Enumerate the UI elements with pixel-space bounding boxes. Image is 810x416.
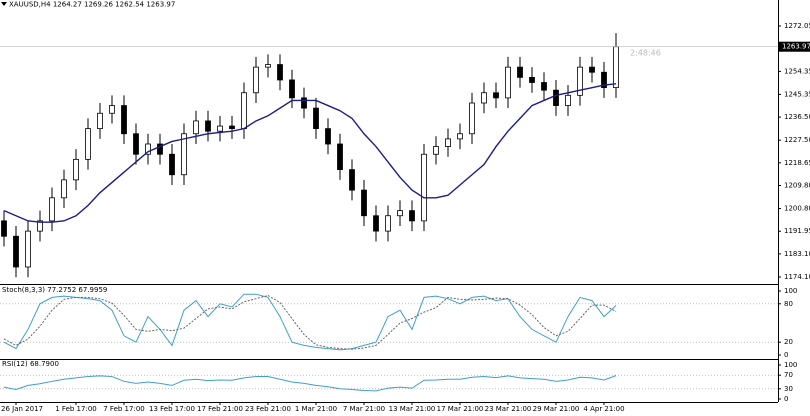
candle-body [301,97,307,109]
countdown: 2:48:46 [630,49,661,58]
menu-triangle [1,2,7,6]
time-label: 1 Mar 21:00 [295,405,337,413]
candle-body [613,46,619,89]
candle-body [289,79,295,99]
candle-body [169,153,175,176]
time-label: 7 Mar 21:00 [343,405,385,413]
candle-body [433,146,439,155]
candle-body [253,66,259,94]
candle-body [1,220,7,237]
y-tick-label: 0 [784,351,788,359]
candle-body [601,71,607,89]
candle-body [25,230,31,268]
y-tick-label: 1183.10 [784,250,810,258]
time-label: 23 Feb 21:00 [245,405,291,413]
indicator-line [3,83,617,223]
candle-body [421,153,427,222]
y-tick-label: 100 [784,287,797,295]
y-tick-label: 1218.65 [784,159,810,167]
candle-body [541,82,547,91]
indicator-line [3,293,617,351]
time-label: 7 Feb 17:00 [103,405,144,413]
candle-body [37,220,43,232]
y-tick-label: 0 [784,395,788,403]
candle-body [157,143,163,155]
candle-body [325,128,331,145]
candle-body [409,210,415,222]
y-tick-label: 70 [784,371,793,379]
candle-body [313,107,319,130]
y-tick-label: 100 [784,361,797,369]
indicator-line [3,375,617,392]
candle-body [61,179,67,199]
y-tick-label: 1227.50 [784,136,810,144]
candle-body [361,189,367,217]
y-tick-label: 1191.95 [784,227,810,235]
y-tick-label: 30 [784,385,793,393]
indicator-title: Stoch(8,3,3) 77.2752 67.9959 [2,286,107,294]
candle-body [517,66,523,78]
candle-body [553,89,559,106]
candle-body [265,64,271,68]
candle-body [481,92,487,104]
candle-body [121,105,127,135]
time-label: 29 Mar 21:00 [533,405,580,413]
candle-body [145,143,151,155]
candle-body [193,120,199,135]
y-tick-label: 1209.80 [784,182,810,190]
candle-body [229,125,235,130]
candle-body [85,128,91,160]
candle-body [241,92,247,130]
candle-body [529,76,535,83]
candle-body [109,105,115,114]
symbol-title: XAUUSD,H4 1264.27 1269.26 1262.54 1263.9… [9,1,175,9]
candle-body [181,133,187,176]
candle-body [493,92,499,99]
y-tick-label: 80 [784,300,793,308]
y-tick-label: 1236.50 [784,113,810,121]
time-label: 1 Feb 17:00 [55,405,96,413]
time-label: 13 Mar 21:00 [389,405,436,413]
candle-body [205,120,211,132]
y-tick-label: 20 [784,338,793,346]
y-tick-label: 1254.35 [784,67,810,75]
y-tick-label: 1200.80 [784,205,810,213]
indicator-title: RSI(12) 68.7900 [2,360,59,368]
candle-body [589,66,595,73]
candle-body [217,125,223,132]
time-label: 4 Apr 21:00 [583,405,624,413]
candle-body [469,102,475,135]
candle-body [457,133,463,140]
time-label: 26 Jan 2017 [1,405,43,413]
indicator-line [3,294,617,350]
candle-body [337,143,343,171]
candle-body [397,210,403,217]
candle-body [577,66,583,96]
candle-body [505,66,511,99]
candle-body [73,158,79,181]
time-label: 17 Feb 21:00 [197,405,243,413]
candle-body [277,64,283,81]
last-price-tag [779,41,810,52]
y-tick-label: 1272.05 [784,22,810,30]
candle-body [373,215,379,232]
candle-body [49,197,55,222]
time-label: 17 Mar 21:00 [437,405,484,413]
candle-body [13,235,19,268]
candle-body [349,169,355,191]
candle-body [385,215,391,232]
y-tick-label: 1174.10 [784,273,810,281]
candle-body [97,112,103,130]
candle-body [445,138,451,147]
y-tick-label: 1245.35 [784,90,810,98]
time-label: 13 Feb 17:00 [149,405,195,413]
candle-body [565,94,571,106]
candle-body [133,133,139,155]
time-label: 23 Mar 21:00 [485,405,532,413]
last-price-label: 1263.97 [782,43,810,51]
